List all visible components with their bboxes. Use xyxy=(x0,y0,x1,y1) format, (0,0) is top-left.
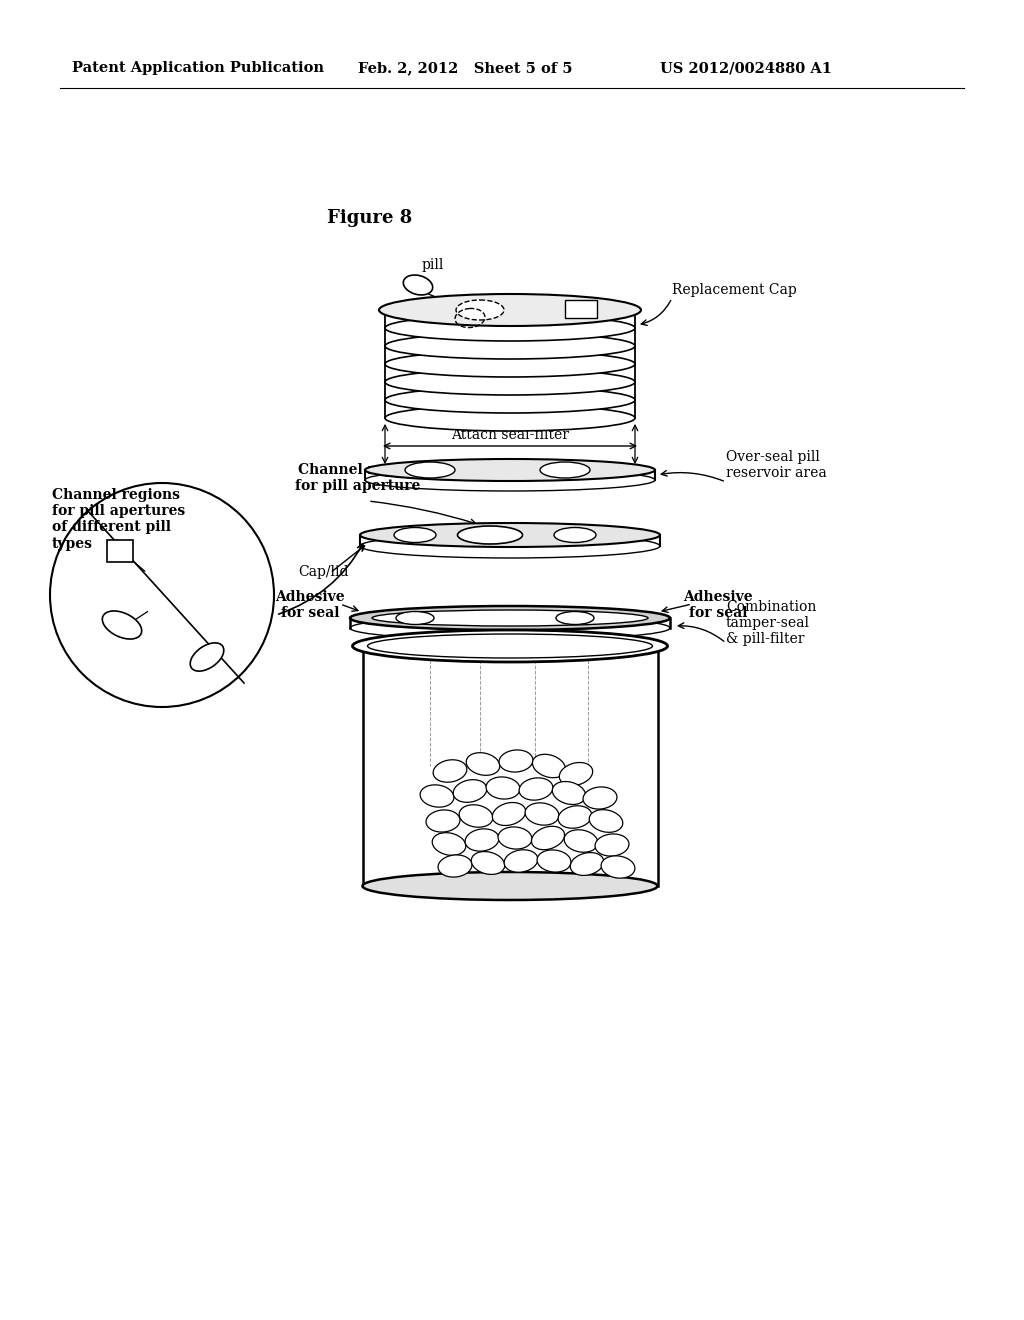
Ellipse shape xyxy=(498,826,531,849)
Ellipse shape xyxy=(365,459,655,480)
Bar xyxy=(565,300,597,318)
Ellipse shape xyxy=(426,810,460,832)
Ellipse shape xyxy=(531,826,564,850)
Ellipse shape xyxy=(583,787,617,809)
Ellipse shape xyxy=(601,855,635,878)
Text: Combination
tamper-seal
& pill-filter: Combination tamper-seal & pill-filter xyxy=(726,599,816,647)
Text: Adhesive
for seal: Adhesive for seal xyxy=(683,590,753,620)
Ellipse shape xyxy=(190,643,224,671)
Ellipse shape xyxy=(385,405,635,432)
Ellipse shape xyxy=(564,830,598,853)
Ellipse shape xyxy=(595,834,629,857)
Ellipse shape xyxy=(589,809,623,833)
Ellipse shape xyxy=(499,750,532,772)
Ellipse shape xyxy=(532,754,565,777)
Ellipse shape xyxy=(493,803,525,825)
Ellipse shape xyxy=(385,370,635,395)
Ellipse shape xyxy=(368,634,652,657)
Ellipse shape xyxy=(365,469,655,491)
Ellipse shape xyxy=(360,535,660,558)
Circle shape xyxy=(50,483,274,708)
Ellipse shape xyxy=(362,873,657,900)
Ellipse shape xyxy=(458,525,522,544)
Ellipse shape xyxy=(432,833,466,855)
Ellipse shape xyxy=(352,630,668,663)
Ellipse shape xyxy=(385,315,635,341)
Ellipse shape xyxy=(559,763,593,785)
Ellipse shape xyxy=(372,610,648,626)
Ellipse shape xyxy=(433,760,467,783)
Ellipse shape xyxy=(385,333,635,359)
Text: Over-seal pill
reservoir area: Over-seal pill reservoir area xyxy=(726,450,826,480)
Text: Channel region
for pill aperture: Channel region for pill aperture xyxy=(295,463,421,494)
Ellipse shape xyxy=(394,528,436,543)
Ellipse shape xyxy=(525,803,559,825)
Ellipse shape xyxy=(396,611,434,624)
Text: Figure 8: Figure 8 xyxy=(328,209,413,227)
Text: Feb. 2, 2012   Sheet 5 of 5: Feb. 2, 2012 Sheet 5 of 5 xyxy=(358,61,572,75)
Ellipse shape xyxy=(385,351,635,378)
Text: Channel regions
for pill apertures
of different pill
types: Channel regions for pill apertures of di… xyxy=(52,488,185,550)
Ellipse shape xyxy=(350,616,670,640)
Ellipse shape xyxy=(360,523,660,546)
Text: Cap/lid: Cap/lid xyxy=(298,565,348,579)
Ellipse shape xyxy=(102,611,141,639)
Ellipse shape xyxy=(554,528,596,543)
Ellipse shape xyxy=(556,611,594,624)
Ellipse shape xyxy=(459,805,493,828)
Ellipse shape xyxy=(385,387,635,413)
Ellipse shape xyxy=(379,294,641,326)
Ellipse shape xyxy=(519,777,553,800)
Ellipse shape xyxy=(471,851,505,874)
Text: Replacement Cap: Replacement Cap xyxy=(672,282,797,297)
Ellipse shape xyxy=(350,606,670,630)
Text: Attach seal-filter: Attach seal-filter xyxy=(451,428,569,442)
Ellipse shape xyxy=(540,462,590,478)
Ellipse shape xyxy=(465,829,499,851)
Ellipse shape xyxy=(454,780,486,803)
Text: Adhesive
for seal: Adhesive for seal xyxy=(275,590,345,620)
Ellipse shape xyxy=(385,297,635,323)
Text: pill: pill xyxy=(422,257,444,272)
Ellipse shape xyxy=(456,300,504,319)
Ellipse shape xyxy=(570,853,604,875)
Ellipse shape xyxy=(438,855,472,876)
Ellipse shape xyxy=(486,777,520,799)
Ellipse shape xyxy=(466,752,500,775)
Bar xyxy=(106,540,133,562)
Ellipse shape xyxy=(504,850,538,873)
Text: US 2012/0024880 A1: US 2012/0024880 A1 xyxy=(660,61,831,75)
Ellipse shape xyxy=(406,462,455,478)
Text: Patent Application Publication: Patent Application Publication xyxy=(72,61,324,75)
Ellipse shape xyxy=(552,781,586,804)
Ellipse shape xyxy=(558,805,592,828)
Ellipse shape xyxy=(537,850,571,873)
Ellipse shape xyxy=(403,275,433,294)
Ellipse shape xyxy=(420,785,454,807)
